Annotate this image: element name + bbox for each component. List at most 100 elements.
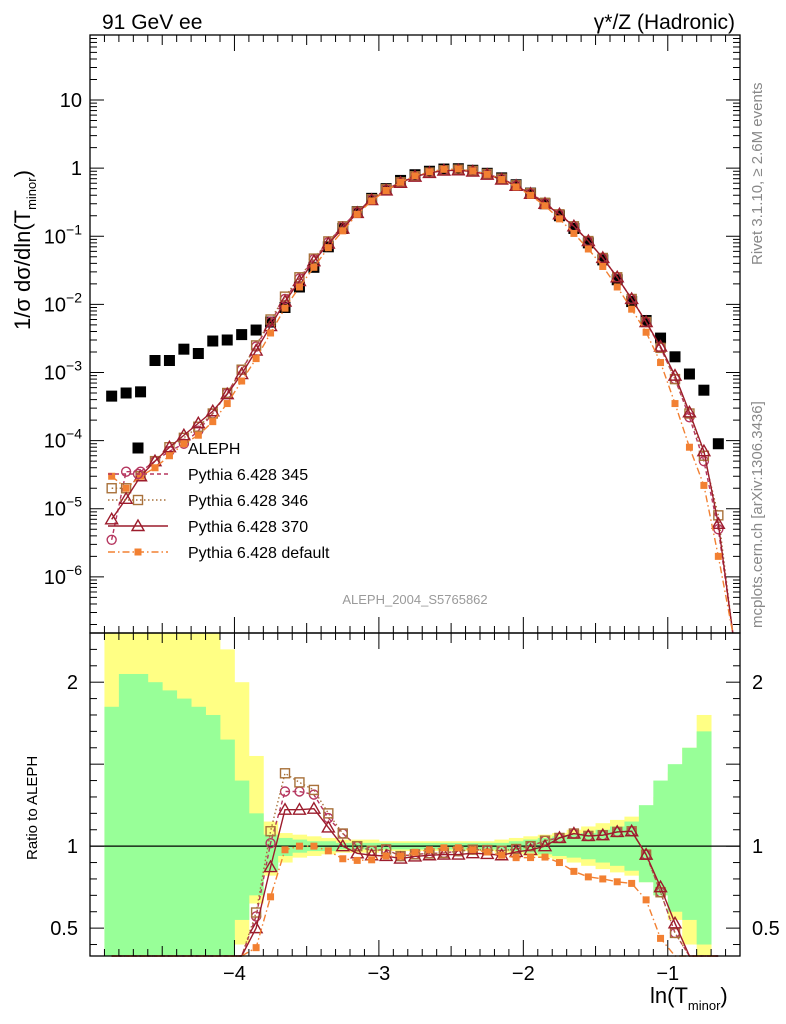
data-point-pythia-6-428-370 (610, 269, 625, 283)
data-point-pythia-6-428-default (267, 329, 275, 337)
ratio-band-inner-bin (205, 714, 221, 956)
y-tick-label-ratio-right: 0.5 (752, 918, 780, 940)
data-point-pythia-6-428-default (454, 165, 462, 173)
ratio-point-pythia-6-428-370 (595, 827, 610, 841)
ratio-point-pythia-6-428-370 (451, 847, 466, 860)
ratio-point-pythia-6-428-default (411, 848, 419, 856)
data-point-aleph (149, 355, 161, 367)
ratio-band-inner-bin (696, 731, 712, 945)
x-tick-label: −4 (223, 963, 246, 985)
data-point-pythia-6-428-default (527, 191, 535, 199)
ratio-point-pythia-6-428-default (628, 879, 636, 887)
legend-item: Pythia 6.428 default (108, 545, 330, 562)
ratio-point-pythia-6-428-370 (321, 819, 336, 833)
ratio-point-pythia-6-428-346 (279, 768, 291, 779)
ratio-point-pythia-6-428-345 (279, 786, 291, 797)
ratio-point-pythia-6-428-370 (667, 915, 683, 929)
data-point-pythia-6-428-default (584, 245, 592, 253)
ratio-point-pythia-6-428-370 (610, 824, 625, 838)
ratio-point-pythia-6-428-default (469, 846, 477, 854)
data-point-pythia-6-428-370 (696, 443, 712, 457)
ratio-point-pythia-6-428-370 (581, 828, 596, 842)
data-point-pythia-6-428-370 (653, 339, 668, 352)
legend-label: Pythia 6.428 370 (188, 519, 308, 536)
ratio-point-pythia-6-428-370 (537, 838, 553, 852)
ratio-point-pythia-6-428-default (281, 846, 289, 854)
data-point-pythia-6-428-370 (638, 314, 654, 328)
legend: ALEPH Pythia 6.428 345 Pythia 6.428 346 Pyt… (108, 441, 330, 562)
y-tick-label-main: 10−6 (44, 562, 82, 589)
data-point-pythia-6-428-default (411, 172, 419, 180)
x-tick-label: −2 (512, 963, 535, 985)
data-point-pythia-6-428-default (353, 210, 361, 218)
y-axis-label-main-sub: minor (24, 177, 39, 210)
data-point-pythia-6-428-default (252, 355, 260, 363)
ratio-point-pythia-6-428-default (613, 878, 621, 886)
data-point-pythia-6-428-default (180, 440, 188, 448)
data-point-aleph (640, 314, 652, 326)
data-point-aleph (135, 386, 147, 398)
data-point-aleph (236, 329, 248, 341)
ratio-point-pythia-6-428-346 (265, 826, 276, 837)
ratio-point-pythia-6-428-default (555, 859, 563, 867)
title-left: 91 GeV ee (102, 11, 202, 34)
ratio-point-pythia-6-428-default (267, 893, 275, 901)
data-point-pythia-6-428-370 (667, 368, 683, 381)
ratio-uncertainty-bands (90, 633, 740, 956)
data-point-pythia-6-428-default (238, 377, 246, 385)
x-axis-label-close: ) (720, 983, 727, 1008)
ratio-point-pythia-6-428-346 (337, 828, 348, 839)
ratio-point-pythia-6-428-default (382, 852, 390, 860)
ratio-point-pythia-6-428-default (440, 844, 448, 852)
data-point-pythia-6-428-default (657, 359, 665, 367)
data-point-pythia-6-428-default (498, 176, 506, 184)
data-point-pythia-6-428-370 (220, 386, 235, 400)
ratio-point-pythia-6-428-default (324, 847, 332, 855)
y-axis-label-main-text: 1/σ dσ/dln(T (10, 210, 35, 330)
ratio-point-pythia-6-428-default (599, 875, 607, 883)
y-tick-label-main: 10−3 (44, 358, 82, 385)
y-tick-label-main: 10−1 (44, 221, 82, 248)
legend-item: Pythia 6.428 345 (108, 467, 308, 484)
data-point-pythia-6-428-default (137, 472, 145, 480)
legend-marker (132, 494, 144, 506)
legend-marker (134, 548, 142, 556)
ratio-point-pythia-6-428-default (483, 848, 491, 856)
series-line-pythia-6-428-370 (111, 169, 734, 634)
data-point-pythia-6-428-346 (713, 510, 724, 521)
data-point-pythia-6-428-default (397, 178, 405, 186)
data-point-aleph (582, 237, 594, 249)
ratio-point-pythia-6-428-default (397, 852, 405, 860)
data-point-aleph (611, 274, 623, 286)
data-point-aleph (655, 332, 667, 344)
x-axis-label-sub: minor (688, 998, 721, 1013)
data-point-pythia-6-428-default (570, 229, 578, 237)
data-point-pythia-6-428-default (628, 305, 636, 313)
data-point-pythia-6-428-default (310, 263, 318, 271)
ratio-point-pythia-6-428-370 (292, 802, 307, 815)
mcplots-label: mcplots.cern.ch [arXiv:1306.3436] (749, 401, 766, 628)
ratio-band-inner-bin (638, 805, 654, 883)
ratio-point-pythia-6-428-default (295, 842, 303, 850)
y-tick-label-ratio-left: 2 (67, 672, 78, 694)
analysis-label: ALEPH_2004_S5765862 (342, 592, 487, 607)
data-point-pythia-6-428-370 (176, 427, 192, 441)
y-tick-label-ratio-right: 1 (752, 836, 763, 858)
legend-marker (132, 442, 144, 454)
legend-label: Pythia 6.428 default (188, 545, 330, 562)
data-point-aleph (178, 343, 190, 355)
x-axis-label: ln(Tminor) (650, 983, 728, 1013)
data-point-pythia-6-428-346 (106, 483, 117, 494)
data-point-pythia-6-428-default (642, 328, 650, 336)
data-point-pythia-6-428-370 (191, 415, 206, 429)
y-axis-label-ratio: Ratio to ALEPH (24, 756, 41, 860)
y-tick-label-main: 10 (60, 90, 82, 112)
ratio-band-inner-bin (147, 682, 163, 956)
ratio-point-pythia-6-428-370 (306, 801, 322, 814)
data-point-aleph (597, 254, 609, 266)
ratio-point-pythia-6-428-346 (250, 907, 262, 918)
legend-item: Pythia 6.428 370 (108, 518, 308, 536)
data-point-pythia-6-428-default (209, 418, 217, 426)
rivet-version-label: Rivet 3.1.10, ≥ 2.6M events (749, 83, 766, 266)
y-tick-label-main: 1 (71, 158, 82, 180)
